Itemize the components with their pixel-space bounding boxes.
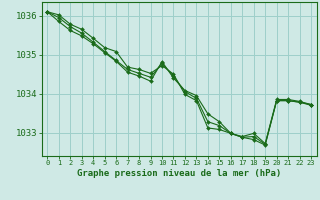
- X-axis label: Graphe pression niveau de la mer (hPa): Graphe pression niveau de la mer (hPa): [77, 169, 281, 178]
